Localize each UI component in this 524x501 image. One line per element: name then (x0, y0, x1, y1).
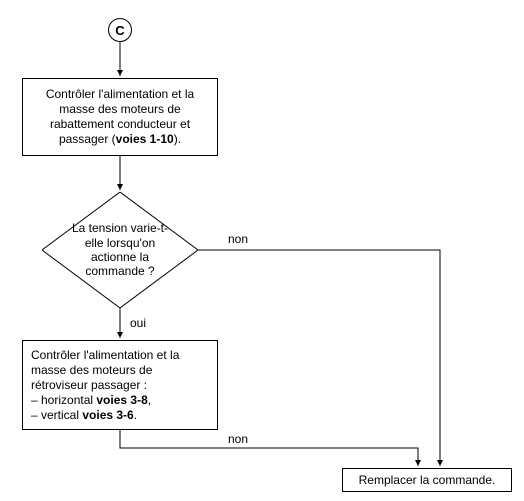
process-box-3-text: Remplacer la commande. (359, 473, 496, 487)
flowchart-canvas: C Contrôler l'alimentation et la masse d… (0, 0, 524, 501)
process-box-2: Contrôler l'alimentation et la masse des… (22, 340, 218, 430)
process-box-2-h-bold: voies 3-8 (96, 393, 147, 407)
decision-1-text: La tension varie-t-elle lorsqu'on action… (70, 221, 170, 279)
process-box-2-v-pre: – vertical (31, 408, 82, 422)
connector-c: C (108, 18, 132, 42)
process-box-2-v-bold: voies 3-6 (82, 408, 133, 422)
decision-1: La tension varie-t-elle lorsqu'on action… (42, 192, 198, 308)
process-box-2-h-post: , (148, 393, 151, 407)
process-box-1-text: Contrôler l'alimentation et la masse des… (31, 87, 209, 147)
process-box-2-h-pre: – horizontal (31, 393, 96, 407)
process-box-2-text: Contrôler l'alimentation et la masse des… (31, 348, 209, 423)
process-box-3: Remplacer la commande. (342, 468, 512, 492)
process-box-1-post: ). (174, 132, 181, 146)
process-box-2-v-post: . (134, 408, 137, 422)
process-box-1-bold: voies 1-10 (116, 132, 174, 146)
process-box-1: Contrôler l'alimentation et la masse des… (22, 78, 218, 156)
connector-c-label: C (115, 23, 124, 38)
edge-label-oui: oui (130, 316, 146, 330)
edge-label-non-1: non (228, 232, 248, 246)
process-box-2-line1: Contrôler l'alimentation et la masse des… (31, 348, 209, 393)
edge-label-non-2: non (228, 432, 248, 446)
